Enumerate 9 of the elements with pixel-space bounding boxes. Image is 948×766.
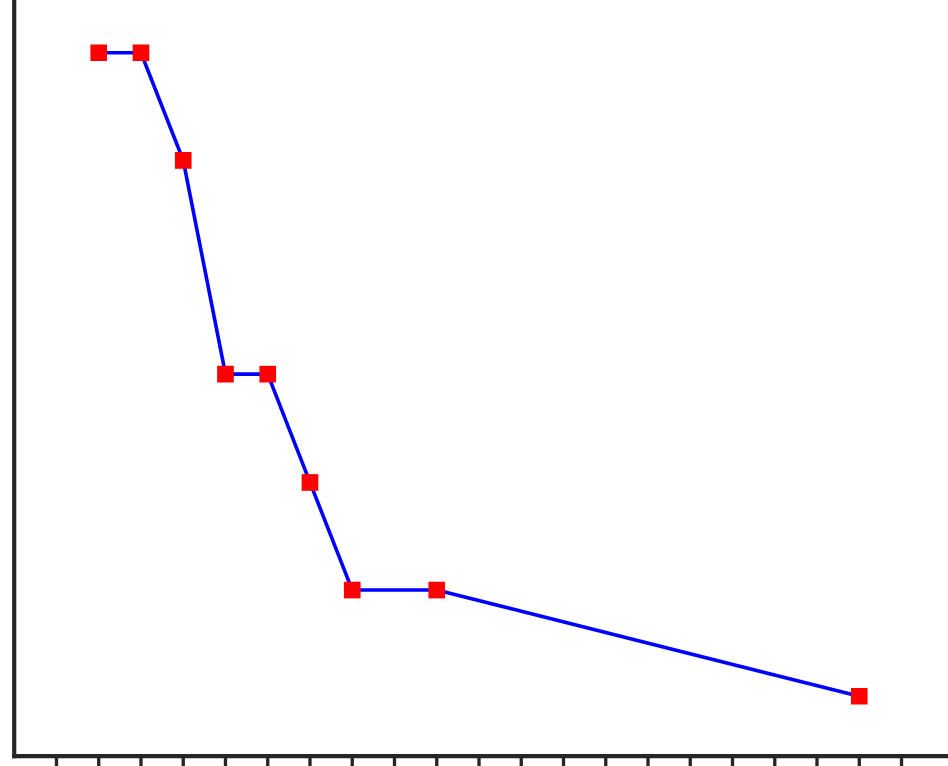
point — [428, 581, 446, 599]
point — [217, 365, 234, 383]
point — [850, 687, 868, 705]
point — [90, 44, 108, 62]
point — [343, 581, 361, 599]
point — [259, 365, 277, 383]
point — [174, 152, 192, 169]
point — [132, 44, 150, 62]
point — [301, 474, 319, 491]
